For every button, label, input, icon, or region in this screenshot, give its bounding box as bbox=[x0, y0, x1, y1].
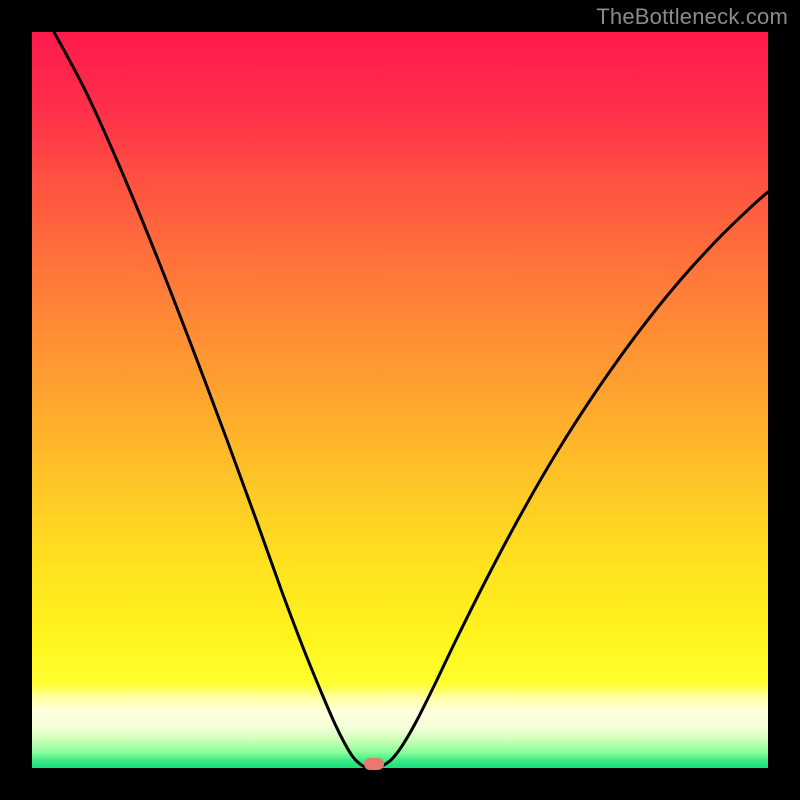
watermark-text: TheBottleneck.com bbox=[596, 4, 788, 30]
optimal-marker bbox=[364, 758, 384, 770]
bottleneck-chart bbox=[0, 0, 800, 800]
chart-stage: TheBottleneck.com bbox=[0, 0, 800, 800]
plot-background bbox=[32, 32, 768, 768]
